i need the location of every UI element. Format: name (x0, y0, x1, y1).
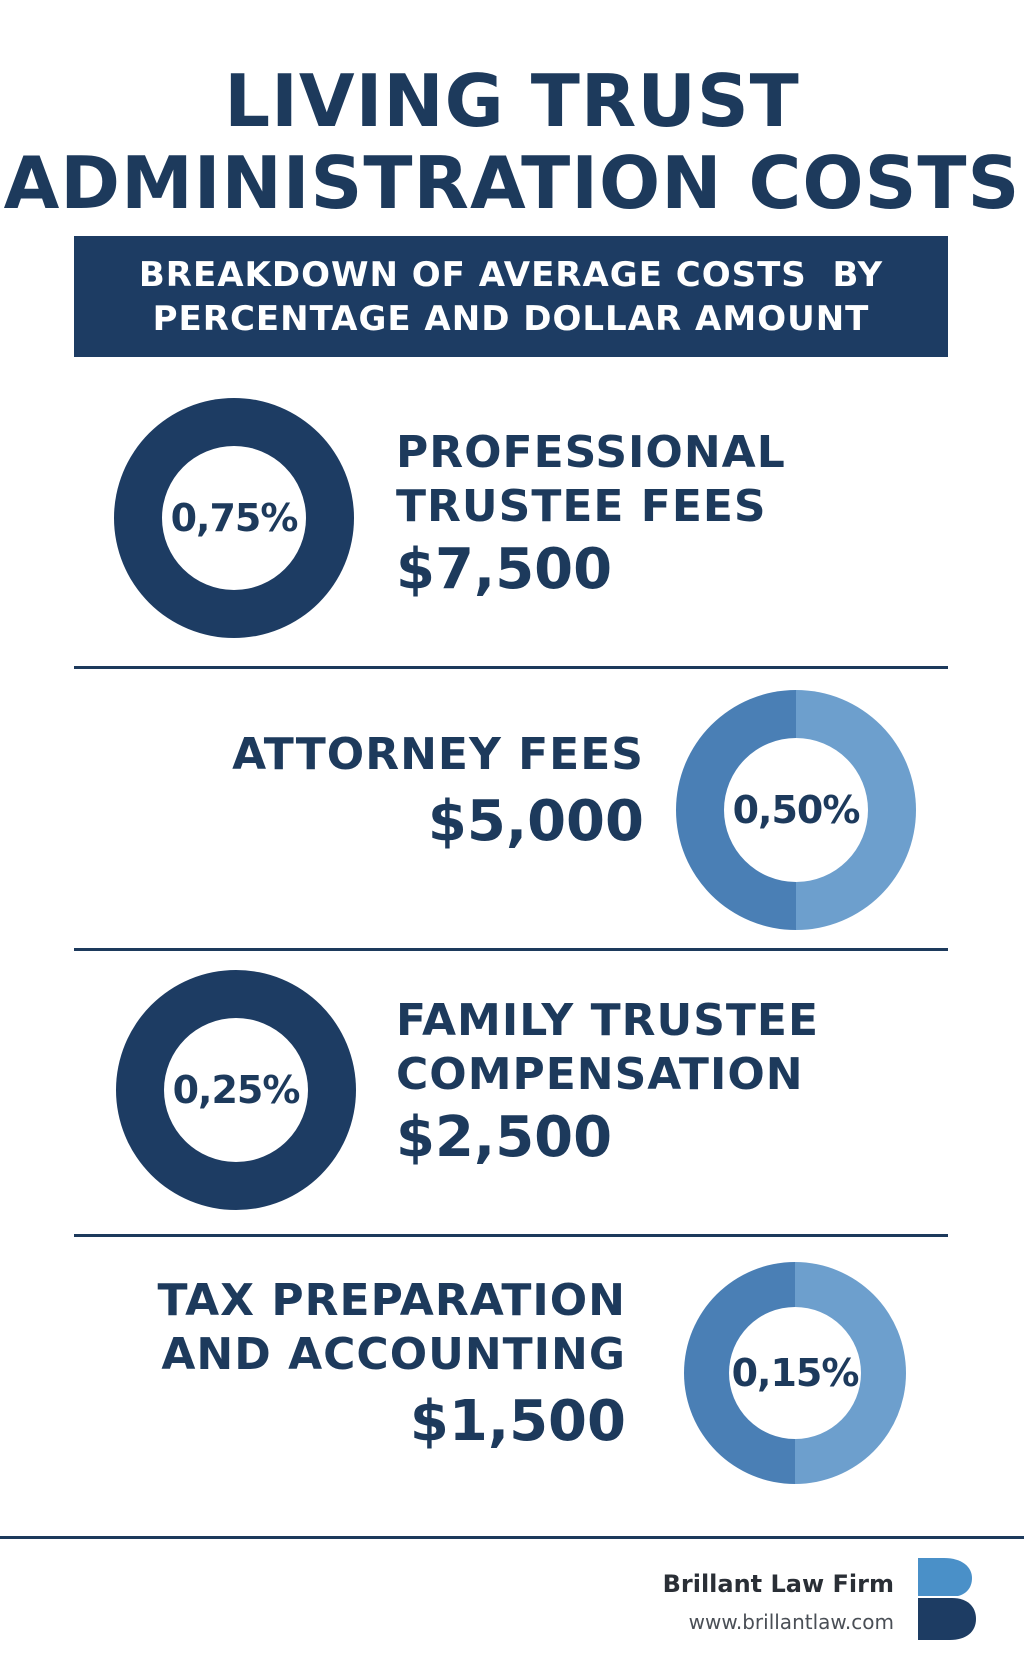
attorney-fees-donut: 0,50% (676, 690, 916, 930)
section-divider-1 (74, 666, 948, 669)
attorney-fees-percent: 0,50% (724, 738, 868, 882)
subtitle-banner: BREAKDOWN OF AVERAGE COSTS BY PERCENTAGE… (74, 236, 948, 357)
firm-name: Brillant Law Firm (662, 1570, 894, 1598)
tax-preparation-amount: $1,500 (409, 1389, 626, 1454)
tax-preparation-label-line-2: AND ACCOUNTING (161, 1329, 626, 1380)
professional-trustee-fees-percent: 0,75% (162, 446, 306, 590)
attorney-fees-amount: $5,000 (427, 789, 644, 854)
family-trustee-compensation-amount: $2,500 (396, 1105, 613, 1170)
family-trustee-compensation-percent: 0,25% (164, 1018, 308, 1162)
section-divider-3 (74, 1234, 948, 1237)
family-trustee-compensation-label-line-2: COMPENSATION (396, 1049, 804, 1100)
professional-trustee-fees-donut: 0,75% (114, 398, 354, 638)
footer-divider (0, 1536, 1024, 1539)
firm-url: www.brillantlaw.com (688, 1610, 894, 1634)
tax-preparation-label-line-1: TAX PREPARATION (157, 1275, 626, 1326)
section-divider-2 (74, 948, 948, 951)
tax-preparation-donut: 0,15% (684, 1262, 906, 1484)
tax-preparation-percent: 0,15% (729, 1307, 861, 1439)
professional-trustee-fees-label-line-2: TRUSTEE FEES (396, 481, 767, 532)
title-line-1: LIVING TRUST (224, 59, 800, 143)
professional-trustee-fees-label-line-1: PROFESSIONAL (396, 427, 786, 478)
family-trustee-compensation-label-line-1: FAMILY TRUSTEE (396, 995, 820, 1046)
family-trustee-compensation-donut: 0,25% (116, 970, 356, 1210)
professional-trustee-fees-amount: $7,500 (396, 537, 613, 602)
attorney-fees-label: ATTORNEY FEES (232, 729, 644, 780)
title-line-2: ADMINISTRATION COSTS (3, 141, 1021, 225)
subtitle-line-2: PERCENTAGE AND DOLLAR AMOUNT (152, 298, 870, 339)
letter-b-logo-icon (918, 1558, 976, 1640)
subtitle-line-1: BREAKDOWN OF AVERAGE COSTS BY (138, 254, 884, 295)
